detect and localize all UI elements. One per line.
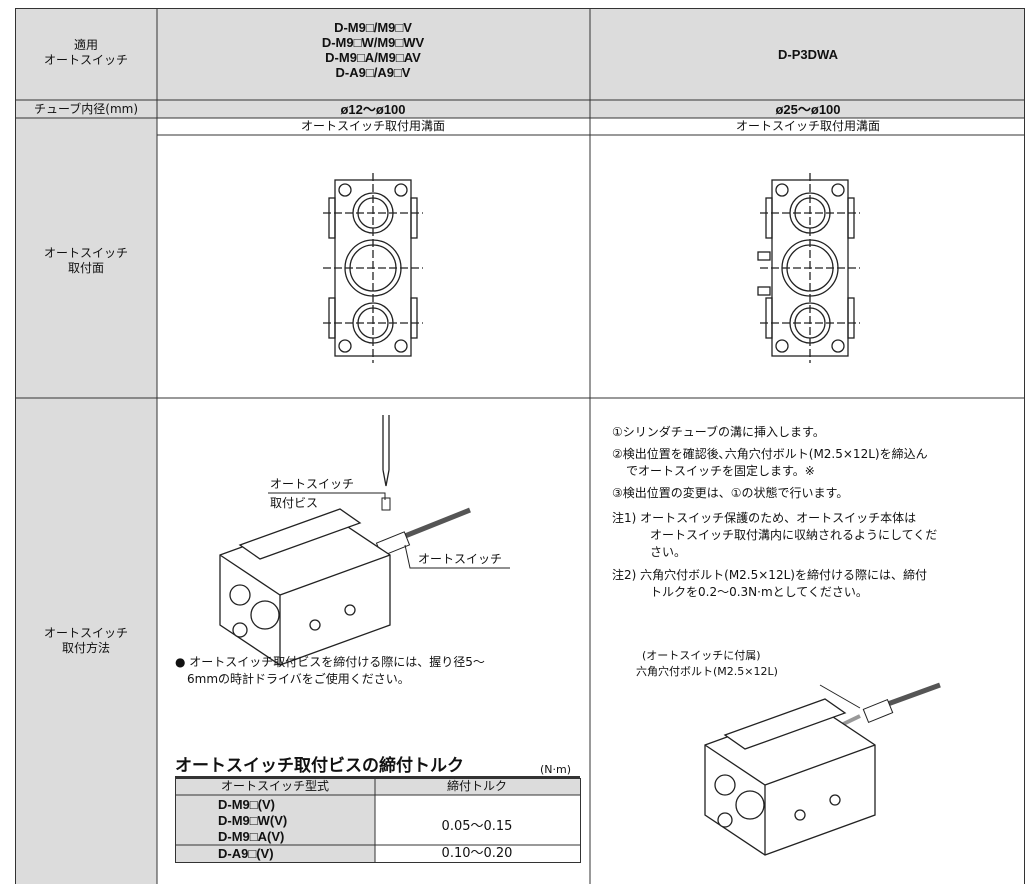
row-label: オートスイッチ 取付面 <box>44 246 128 276</box>
row-label: 適用 オートスイッチ <box>44 38 128 68</box>
torque-header: オートスイッチ型式 <box>220 779 330 793</box>
torque-model: D-A9□(V) <box>218 846 274 861</box>
switch-groove-face-right <box>759 172 861 364</box>
row-label-line: 取付面 <box>67 261 105 275</box>
row-label: オートスイッチ 取付方法 <box>44 626 128 656</box>
bore-range: ø12〜ø100 <box>340 102 406 117</box>
note: 注2) 六角穴付ボルト(M2.5×12L)を締付ける際には、締付 <box>612 568 927 582</box>
note-line: 6mmの時計ドライバをご使用ください。 <box>187 672 410 686</box>
model: D-M9□/M9□V <box>334 20 412 35</box>
note: オートスイッチ取付溝内に収納されるようにしてくだ <box>650 528 938 542</box>
model: D-M9□W/M9□WV <box>321 35 425 50</box>
row-label-line: オートスイッチ <box>43 246 129 260</box>
row-label-line: 取付方法 <box>61 641 111 655</box>
torque-value: 0.10〜0.20 <box>441 846 513 861</box>
model-list: D-M9□/M9□V D-M9□W/M9□WV D-M9□A/M9□AV D-A… <box>322 20 424 80</box>
torque-value: 0.05〜0.15 <box>441 819 513 834</box>
step: ③検出位置の変更は、①の状態で行います。 <box>612 486 849 500</box>
model: D-A9□/A9□V <box>335 65 411 80</box>
row-label-line: 適用 <box>73 38 99 52</box>
step: ①シリンダチューブの溝に挿入します。 <box>612 425 825 439</box>
callout: オートスイッチ <box>418 552 503 566</box>
callout: (オートスイッチに付属) <box>642 649 761 662</box>
torque-model: D-M9□(V) <box>218 797 275 812</box>
callout: オートスイッチ <box>270 477 355 491</box>
callout: 取付ビス <box>270 496 319 510</box>
mounting-illustration-left <box>219 415 510 666</box>
torque-model: D-M9□A(V) <box>218 829 285 844</box>
torque-header: 締付トルク <box>446 779 508 793</box>
bore-range: ø25〜ø100 <box>775 102 841 117</box>
row-label: チューブ内径(mm) <box>33 102 139 116</box>
row-label-line: オートスイッチ <box>43 626 129 640</box>
mounting-illustration-right <box>704 682 941 856</box>
torque-model: D-M9□W(V) <box>218 813 288 828</box>
model: D-M9□A/M9□AV <box>325 50 421 65</box>
model: D-P3DWA <box>778 47 838 62</box>
torque-models: D-M9□(V) D-M9□W(V) D-M9□A(V) <box>218 797 287 845</box>
torque-title: オートスイッチ取付ビスの締付トルク <box>175 756 464 775</box>
face-caption: オートスイッチ取付用溝面 <box>300 119 446 133</box>
step: でオートスイッチを固定します。※ <box>626 464 815 478</box>
note: トルクを0.2〜0.3N·mとしてください。 <box>650 585 868 599</box>
torque-unit: (N·m) <box>540 763 572 776</box>
note: 注1) オートスイッチ保護のため、オートスイッチ本体は <box>612 511 917 525</box>
callout: 六角穴付ボルト(M2.5×12L) <box>636 665 778 678</box>
note-line: ● オートスイッチ取付ビスを締付ける際には、握り径5〜 <box>175 655 485 669</box>
face-caption: オートスイッチ取付用溝面 <box>735 119 881 133</box>
note: さい。 <box>650 545 687 559</box>
switch-groove-face-left <box>322 172 424 364</box>
step: ②検出位置を確認後､六角穴付ボルト(M2.5×12L)を締込ん <box>612 447 928 461</box>
right-switch-icons <box>757 251 771 296</box>
row-label-line: オートスイッチ <box>43 53 129 67</box>
